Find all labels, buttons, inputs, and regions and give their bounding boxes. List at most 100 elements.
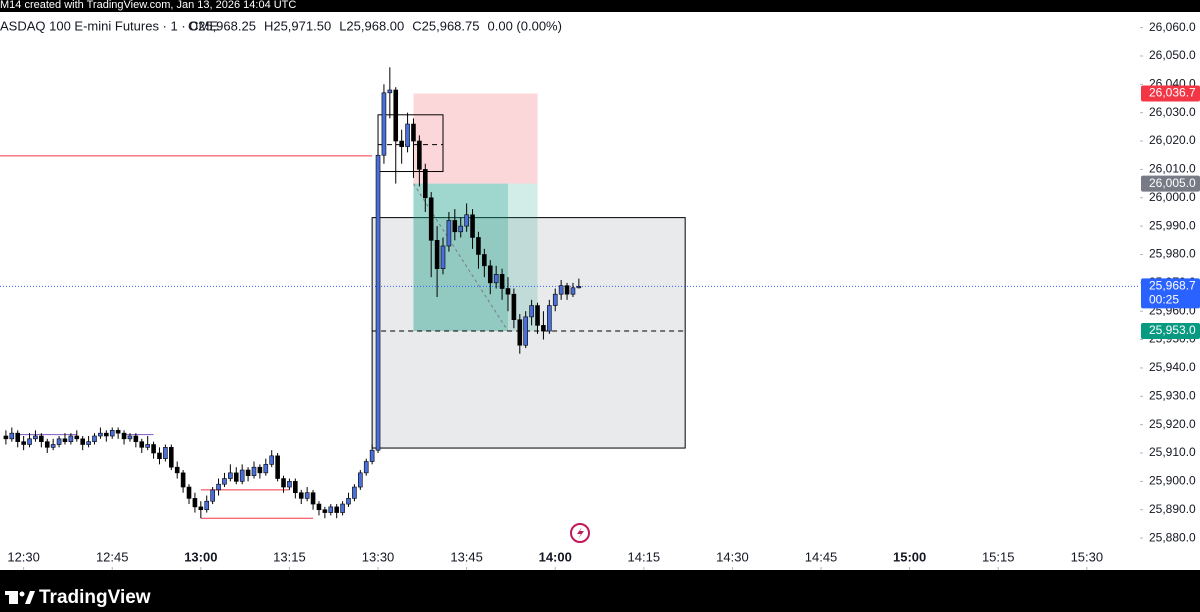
price-label-box [1141, 323, 1200, 340]
brand-logo [5, 591, 35, 604]
candle-body [163, 447, 168, 459]
candle-body [499, 274, 505, 289]
candle-body [340, 503, 345, 513]
candle-body [86, 441, 91, 445]
top-bar [0, 0, 1200, 12]
candle-body [381, 92, 387, 156]
candle-body [233, 472, 239, 482]
candle-body [180, 472, 186, 488]
candle-body [493, 274, 499, 284]
candle-body [464, 214, 469, 227]
y-tick-label: 25,920.0 [1149, 417, 1196, 431]
candle-body [352, 486, 357, 499]
x-tick-label: 15:30 [1071, 549, 1104, 564]
candle-body [476, 237, 481, 255]
ohlc-value: H25,971.50 [264, 18, 331, 33]
candle-body [145, 444, 150, 448]
candle-body [239, 469, 245, 482]
candle-body [115, 430, 121, 434]
candle-body [487, 265, 493, 284]
candle-body [222, 478, 227, 485]
candle-body [74, 435, 80, 440]
ohlc-legend: O25,968.25 H25,971.50 L25,968.00 C25,968.75… [188, 18, 562, 33]
candle-body [174, 466, 180, 474]
x-tick-label: 14:30 [716, 549, 749, 564]
candle-body [505, 288, 511, 295]
ohlc-value: O25,968.25 [188, 18, 256, 33]
candle-body [334, 506, 339, 513]
candle-body [151, 444, 156, 454]
x-tick-label: 14:45 [805, 549, 838, 564]
candle-body [251, 466, 257, 477]
candle-body [210, 489, 215, 502]
event-icon [570, 523, 590, 543]
y-tick-label: 25,930.0 [1149, 388, 1196, 402]
candle-body [322, 509, 328, 513]
candle-body [50, 444, 56, 448]
candle-body [446, 220, 452, 247]
candle-body [422, 169, 428, 199]
y-tick-label: 25,940.0 [1149, 360, 1196, 374]
candle-body [33, 435, 38, 440]
candle-body [3, 435, 9, 440]
candle-body [375, 154, 381, 451]
axes: 26,060.026,050.026,040.026,030.026,020.0… [7, 12, 1200, 570]
y-tick-label: 26,030.0 [1149, 105, 1196, 119]
candle-body [434, 240, 440, 269]
candle-body [399, 140, 404, 148]
candle-body [304, 492, 310, 499]
candle-body [92, 435, 97, 442]
candle-body [428, 197, 434, 241]
candle-body [387, 89, 393, 94]
candle-body [192, 498, 198, 508]
ohlc-value: C25,968.75 [412, 18, 479, 33]
candle-body [358, 472, 363, 488]
candle-body [139, 441, 145, 448]
candle-body [570, 287, 576, 295]
candle-body [535, 305, 540, 326]
candle-body [458, 225, 464, 233]
candle-body [186, 486, 192, 499]
price-label-box [1141, 85, 1200, 102]
candle-body [482, 254, 487, 267]
candle-body [157, 452, 162, 459]
y-tick-label: 26,020.0 [1149, 133, 1196, 147]
small-box [377, 114, 444, 173]
y-tick-label: 25,900.0 [1149, 474, 1196, 488]
x-tick-label: 14:15 [628, 549, 661, 564]
candle-body [547, 305, 552, 332]
x-tick-label: 13:30 [362, 549, 395, 564]
candle-body [298, 492, 304, 499]
candle-body [293, 481, 298, 494]
candle-body [275, 455, 280, 479]
candle-body [564, 285, 570, 295]
candle-body [552, 293, 558, 306]
candle-body [316, 503, 322, 511]
candle-body [39, 435, 44, 442]
x-tick-label: 15:15 [982, 549, 1015, 564]
candle-body [363, 461, 369, 474]
y-tick-label: 26,010.0 [1149, 162, 1196, 176]
candle-body [346, 498, 351, 505]
price-countdown: 00:25 [1149, 293, 1179, 307]
candle-body [245, 469, 251, 477]
candle-body [269, 455, 275, 465]
candle-body [127, 435, 133, 440]
position-path [413, 183, 509, 332]
position-target-zone [413, 183, 538, 332]
candle-body [541, 325, 546, 332]
price-label-box [1141, 175, 1200, 192]
x-tick-label: 15:00 [893, 549, 926, 564]
candle-body [517, 319, 523, 346]
candle-body [98, 432, 103, 437]
candle-body [511, 293, 517, 321]
candle-body [558, 285, 564, 295]
candle-body [417, 140, 422, 170]
candle-body [68, 435, 74, 442]
candle-body [576, 286, 582, 289]
candle-body [369, 449, 375, 462]
y-tick-label: 25,880.0 [1149, 530, 1196, 544]
candle-body [198, 506, 204, 511]
x-tick-label: 14:00 [539, 549, 572, 564]
